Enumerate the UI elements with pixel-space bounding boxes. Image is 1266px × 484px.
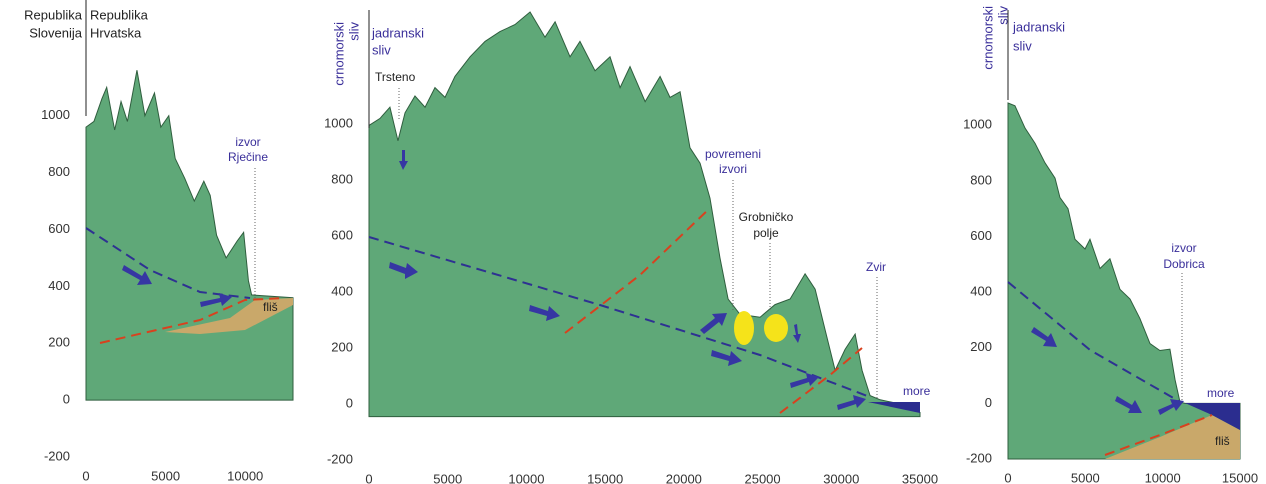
annotation: more <box>903 384 931 398</box>
y-tick-label: 1000 <box>963 117 992 132</box>
x-tick-label: 10000 <box>1145 470 1181 484</box>
y-tick-label: 200 <box>970 339 992 354</box>
polje-deposit <box>764 314 788 342</box>
terrain-layer <box>85 11 1241 460</box>
x-tick-label: 0 <box>82 468 89 483</box>
flow-arrow <box>700 313 727 334</box>
annotation: Republika <box>24 7 83 22</box>
boundary-line <box>779 347 863 414</box>
sea <box>868 402 920 413</box>
y-tick-label: 0 <box>63 392 70 407</box>
x-tick-label: 5000 <box>151 468 180 483</box>
y-tick-label: -200 <box>44 448 70 463</box>
flysch <box>1105 415 1240 459</box>
annotation: jadranski <box>371 25 424 40</box>
annotation: sliv <box>372 42 391 57</box>
water-table <box>1007 281 1183 404</box>
x-tick-label: 10000 <box>508 471 544 484</box>
flow-arrow <box>837 395 866 410</box>
x-tick-label: 15000 <box>1222 470 1258 484</box>
flow-arrow <box>790 373 819 388</box>
annotation: izvor <box>235 135 260 149</box>
annotation: Republika <box>90 7 149 22</box>
annotation: crnomorski <box>980 6 995 70</box>
y-tick-label: 800 <box>48 164 70 179</box>
annotation: fliš <box>1215 434 1230 448</box>
y-tick-label: 400 <box>48 278 70 293</box>
annotation: povremeni <box>705 147 761 161</box>
terrain-area <box>368 11 921 418</box>
y-tick-label: -200 <box>966 450 992 465</box>
y-tick-label: 800 <box>970 172 992 187</box>
x-tick-label: 5000 <box>433 471 462 484</box>
annotation: sliv <box>995 6 1010 25</box>
annotation: Trsteno <box>375 70 416 84</box>
annotation: Grobničko <box>739 210 794 224</box>
x-tick-label: 25000 <box>744 471 780 484</box>
flow-arrow <box>711 350 742 366</box>
flysch <box>165 298 293 334</box>
y-tick-label: 0 <box>985 395 992 410</box>
flow-arrow <box>389 262 418 279</box>
annotation: Dobrica <box>1163 257 1205 271</box>
flow-arrow <box>793 324 801 343</box>
annotation: izvor <box>1171 241 1196 255</box>
y-tick-label: 400 <box>331 283 353 298</box>
x-tick-label: 15000 <box>587 471 623 484</box>
y-tick-label: 400 <box>970 284 992 299</box>
y-tick-label: 800 <box>331 171 353 186</box>
flow-arrow <box>1031 327 1057 347</box>
boundary-line <box>99 297 286 344</box>
annotation: Slovenija <box>29 25 83 40</box>
flow-arrow <box>529 305 560 321</box>
x-tick-label: 20000 <box>666 471 702 484</box>
annotation: sliv <box>1013 38 1032 53</box>
terrain-area <box>1007 102 1241 460</box>
terrain-area <box>85 70 294 401</box>
annotation: crnomorski <box>331 22 346 86</box>
flow-arrow <box>200 293 232 307</box>
x-tick-label: 35000 <box>902 471 938 484</box>
y-tick-label: 600 <box>331 227 353 242</box>
y-tick-label: 0 <box>346 395 353 410</box>
annotation: polje <box>753 226 779 240</box>
annotation: Hrvatska <box>90 25 142 40</box>
overlay-layer: Republika Slovenija Republika Hrvatska i… <box>24 0 1240 459</box>
annotation: sliv <box>346 22 361 41</box>
y-tick-label: 200 <box>48 335 70 350</box>
y-tick-label: 1000 <box>324 115 353 130</box>
annotation: jadranski <box>1012 19 1065 34</box>
y-tick-label: -200 <box>327 451 353 466</box>
annotation: Rječine <box>228 150 268 164</box>
flow-arrow <box>1158 399 1184 415</box>
y-tick-label: 600 <box>970 228 992 243</box>
y-tick-label: 200 <box>331 339 353 354</box>
annotation: more <box>1207 386 1235 400</box>
sea <box>1185 403 1240 430</box>
water-table <box>85 227 251 299</box>
annotation: fliš <box>263 300 278 314</box>
x-tick-label: 0 <box>1004 470 1011 484</box>
y-tick-label: 1000 <box>41 107 70 122</box>
x-tick-label: 5000 <box>1071 470 1100 484</box>
x-tick-label: 0 <box>365 471 372 484</box>
annotation: Zvir <box>866 260 886 274</box>
polje-deposit <box>734 311 754 345</box>
y-tick-label: 600 <box>48 221 70 236</box>
flow-arrow <box>122 265 152 285</box>
flow-arrow <box>1115 396 1142 413</box>
flow-arrow <box>399 150 408 170</box>
boundary-line <box>1104 414 1213 456</box>
annotation: izvori <box>719 162 747 176</box>
x-tick-label: 30000 <box>823 471 859 484</box>
x-tick-label: 10000 <box>227 468 263 483</box>
